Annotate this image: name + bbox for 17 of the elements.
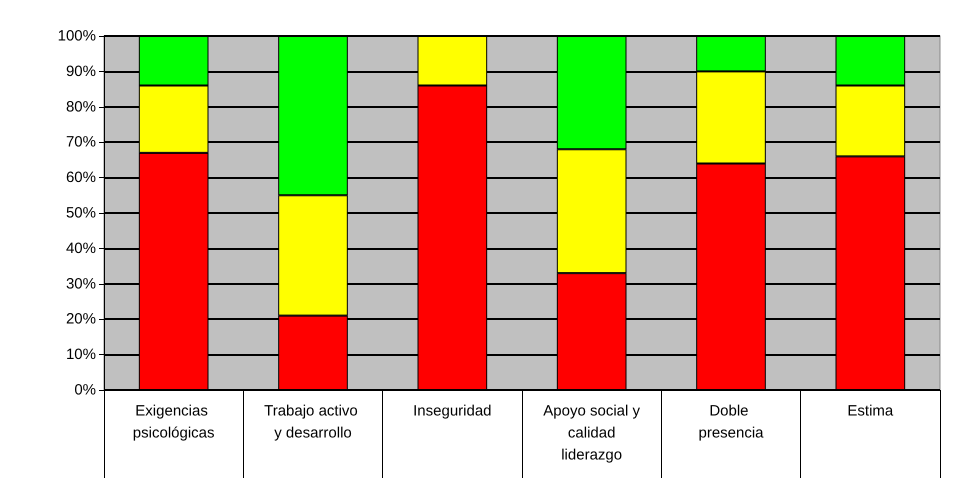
y-tick-label: 40%: [66, 240, 96, 257]
y-tick-label: 20%: [66, 310, 96, 328]
y-tick-label: 60%: [66, 169, 96, 186]
y-tick-label: 70%: [66, 134, 96, 151]
y-tick-label: 80%: [66, 98, 96, 116]
y-tick-label: 30%: [66, 275, 96, 292]
x-tick-label: Estima: [847, 402, 894, 420]
y-tick-label: 0%: [74, 382, 96, 398]
x-tick-label: Inseguridad: [413, 402, 492, 420]
x-tick-label: Exigencias psicológicas: [132, 402, 215, 442]
x-tick-label: Doble presencia: [698, 402, 764, 442]
y-tick-label: 50%: [66, 204, 96, 222]
x-tick-label: Trabajo activo y desarrollo: [264, 402, 362, 442]
y-tick-label: 10%: [66, 346, 96, 364]
x-tick-label: Apoyo social y calidad liderazgo: [543, 402, 641, 464]
y-tick-label: 100%: [58, 28, 96, 44]
y-tick-label: 90%: [66, 62, 96, 80]
